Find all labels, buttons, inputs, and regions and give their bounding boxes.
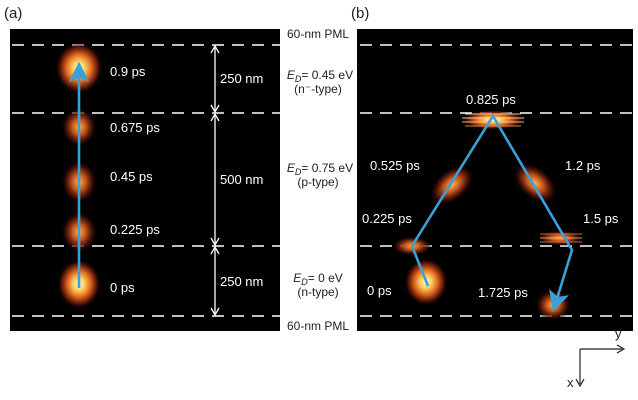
pml-top-label: 60-nm PML <box>287 27 349 41</box>
thickness-middle: 500 nm <box>220 172 263 187</box>
pulse-b-time: 0 ps <box>367 283 392 298</box>
panel-b-background <box>357 29 633 331</box>
pulse-b-4 <box>512 162 558 204</box>
pulse-b-time: 0.225 ps <box>362 211 412 226</box>
energy-middle: ED= 0.75 eV <box>287 161 353 177</box>
axis-y-label: y <box>615 326 622 341</box>
panel-b-pulses <box>392 110 584 321</box>
pulse-b-5-stripes <box>540 233 582 243</box>
pulse-b-time: 1.2 ps <box>565 158 601 173</box>
thickness-bottom: 250 nm <box>220 274 263 289</box>
pulse-b-time: 0.525 ps <box>370 158 420 173</box>
pulse-a-time: 0.225 ps <box>110 222 160 237</box>
panel-a-boundaries <box>12 44 280 317</box>
pulse-a-time: 0 ps <box>110 280 135 295</box>
pulse-b-2 <box>429 164 475 206</box>
pulse-a-time: 0.675 ps <box>110 120 160 135</box>
pml-bottom-label: 60-nm PML <box>287 319 349 333</box>
pulse-b-time: 0.825 ps <box>466 92 516 107</box>
panel-a-label: (a) <box>4 5 22 22</box>
pulse-b-6 <box>535 289 571 321</box>
energy-top: ED= 0.45 eV <box>287 68 353 84</box>
energy-bottom: ED= 0 eV <box>293 271 343 287</box>
type-top: (n⁻-type) <box>294 82 342 96</box>
panel-b-arrow <box>410 113 574 312</box>
thickness-top: 250 nm <box>220 71 263 86</box>
pulse-b-3 <box>461 110 525 130</box>
type-bottom: (n-type) <box>297 285 338 299</box>
panel-a-background <box>10 29 280 331</box>
axis-x-label: x <box>567 375 574 390</box>
pulse-a-time: 0.9 ps <box>110 64 146 79</box>
pulse-b-time: 1.5 ps <box>583 211 619 226</box>
type-middle: (p-type) <box>297 175 338 189</box>
axis-indicator <box>575 344 626 388</box>
pulse-a-time: 0.45 ps <box>110 169 153 184</box>
pulse-b-time: 1.725 ps <box>478 285 528 300</box>
panel-b-label: (b) <box>351 5 369 22</box>
thickness-dimensions <box>210 44 220 317</box>
